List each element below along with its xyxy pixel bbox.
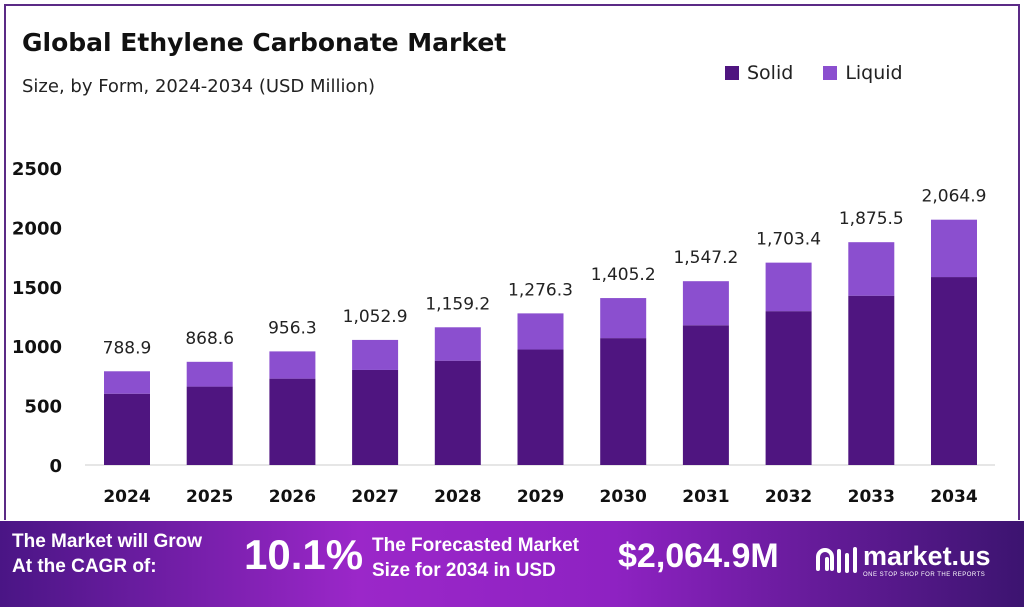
bar-liquid-2032 [765, 262, 812, 312]
x-tick-label: 2025 [186, 487, 233, 507]
y-tick-label: 1500 [12, 278, 62, 299]
legend-swatch-solid [725, 66, 739, 80]
brand-logo: market.us ONE STOP SHOP FOR THE REPORTS [815, 541, 991, 578]
forecast-value: $2,064.9M [618, 537, 779, 575]
y-tick-label: 1000 [12, 337, 62, 358]
forecast-label: The Forecasted Market Size for 2034 in US… [372, 533, 579, 583]
bar-solid-2029 [517, 349, 564, 465]
brand-logo-icon [816, 546, 857, 573]
x-tick-label: 2027 [351, 487, 398, 507]
bar-liquid-2028 [434, 327, 481, 361]
cagr-label-line2: At the CAGR of: [12, 556, 157, 577]
data-label-2029: 1,276.3 [508, 280, 573, 300]
chart-title: Global Ethylene Carbonate Market [22, 28, 507, 57]
bar-solid-2025 [186, 386, 233, 465]
y-tick-label: 500 [24, 397, 62, 418]
data-label-2028: 1,159.2 [425, 294, 490, 314]
bar-solid-2032 [765, 311, 812, 465]
x-tick-label: 2028 [434, 487, 481, 507]
bar-liquid-2026 [269, 351, 316, 379]
y-tick-label: 2500 [12, 159, 62, 180]
bar-solid-2033 [848, 295, 895, 465]
cagr-label-line1: The Market will Grow [12, 531, 203, 552]
x-tick-label: 2024 [103, 487, 150, 507]
cagr-value: 10.1% [244, 531, 364, 578]
x-tick-label: 2030 [600, 487, 647, 507]
brand-tagline: ONE STOP SHOP FOR THE REPORTS [863, 572, 986, 578]
legend: Solid Liquid [725, 62, 903, 84]
x-tick-label: 2029 [517, 487, 564, 507]
legend-label-solid: Solid [747, 62, 794, 84]
bar-solid-2024 [104, 393, 150, 465]
x-tick-label: 2034 [930, 487, 977, 507]
data-label-2024: 788.9 [103, 338, 152, 358]
y-tick-label: 0 [49, 456, 62, 477]
forecast-label-line1: The Forecasted Market [372, 535, 579, 556]
bar-liquid-2034 [931, 219, 977, 278]
bar-liquid-2031 [682, 281, 729, 326]
data-label-2034: 2,064.9 [922, 187, 987, 207]
x-tick-label: 2026 [269, 487, 316, 507]
legend-label-liquid: Liquid [845, 62, 903, 84]
footer-banner: The Market will Grow At the CAGR of: 10.1… [0, 521, 1024, 607]
x-tick-label: 2033 [848, 487, 895, 507]
x-tick-label: 2031 [682, 487, 729, 507]
data-label-2033: 1,875.5 [839, 209, 904, 229]
legend-swatch-liquid [823, 66, 838, 80]
cagr-label: The Market will Grow At the CAGR of: [12, 529, 202, 579]
data-label-2025: 868.6 [185, 329, 234, 349]
chart-subtitle: Size, by Form, 2024-2034 (USD Million) [22, 76, 375, 97]
data-label-2031: 1,547.2 [673, 248, 738, 268]
chart-frame [4, 4, 1020, 520]
bar-solid-2026 [269, 378, 316, 465]
bar-solid-2028 [434, 360, 481, 465]
bar-solid-2034 [931, 277, 977, 465]
bar-liquid-2029 [517, 313, 564, 350]
bar-solid-2030 [600, 338, 647, 465]
forecast-label-line2: Size for 2034 in USD [372, 560, 556, 581]
legend-item-solid: Solid [725, 62, 793, 84]
data-label-2032: 1,703.4 [756, 230, 821, 250]
bar-liquid-2027 [352, 339, 399, 370]
data-label-2030: 1,405.2 [591, 265, 656, 285]
bar-liquid-2030 [600, 298, 647, 339]
bar-liquid-2025 [186, 361, 233, 387]
x-tick-label: 2032 [765, 487, 812, 507]
bar-liquid-2024 [104, 371, 150, 394]
bar-solid-2027 [352, 369, 399, 465]
data-label-2026: 956.3 [268, 318, 317, 338]
chart-plot: 0 500 1000 1500 2000 2500 788.9 2024 868.6 2025 95… [12, 159, 995, 507]
bar-solid-2031 [682, 325, 729, 465]
brand-name: market.us [863, 541, 991, 571]
y-tick-label: 2000 [12, 218, 62, 239]
bar-liquid-2033 [848, 242, 895, 296]
legend-item-liquid: Liquid [823, 62, 903, 84]
data-label-2027: 1,052.9 [343, 307, 408, 327]
